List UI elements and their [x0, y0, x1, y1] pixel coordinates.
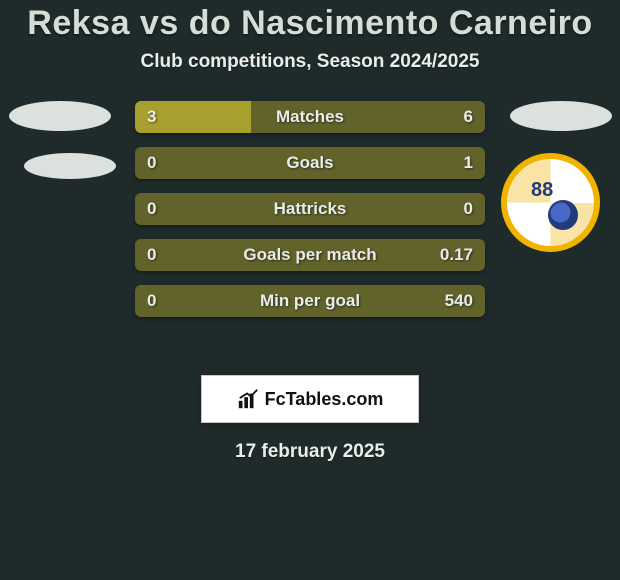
stat-bars: 3 Matches 6 0 Goals 1 0 Hattricks 0 0 Goals per ma…: [135, 101, 485, 331]
bar-right-value: 6: [464, 107, 473, 127]
player-right-ellipse-1: [510, 101, 612, 131]
bar-label: Hattricks: [274, 199, 347, 219]
bar-left-value: 0: [147, 199, 156, 219]
bar-left-value: 0: [147, 291, 156, 311]
bar-left-value: 0: [147, 153, 156, 173]
soccer-ball-icon: [548, 200, 578, 230]
bar-right-value: 0: [464, 199, 473, 219]
page-subtitle: Club competitions, Season 2024/2025: [0, 51, 620, 73]
bar-left-value: 0: [147, 245, 156, 265]
bar-left-value: 3: [147, 107, 156, 127]
bar-label: Matches: [276, 107, 344, 127]
brand-text: FcTables.com: [265, 389, 384, 410]
stat-bar-goals-per-match: 0 Goals per match 0.17: [135, 239, 485, 271]
player-left-ellipse-2: [24, 153, 116, 179]
player-left-ellipse-1: [9, 101, 111, 131]
bar-label: Goals: [286, 153, 333, 173]
header: Reksa vs do Nascimento Carneiro Club com…: [0, 0, 620, 73]
bar-label: Goals per match: [243, 245, 376, 265]
stat-bar-matches: 3 Matches 6: [135, 101, 485, 133]
brand-box[interactable]: FcTables.com: [201, 375, 419, 423]
stat-bar-min-per-goal: 0 Min per goal 540: [135, 285, 485, 317]
page-title: Reksa vs do Nascimento Carneiro: [0, 4, 620, 43]
bar-right-value: 1: [464, 153, 473, 173]
bar-label: Min per goal: [260, 291, 360, 311]
bar-chart-icon: [237, 388, 259, 410]
club-badge: 88: [501, 153, 600, 252]
stage: 88 3 Matches 6 0 Goals 1 0 Hattricks 0 0 Goals per…: [0, 101, 620, 361]
stat-bar-hattricks: 0 Hattricks 0: [135, 193, 485, 225]
bar-right-value: 0.17: [440, 245, 473, 265]
bar-right-value: 540: [445, 291, 473, 311]
club-badge-number: 88: [531, 179, 553, 202]
stat-bar-goals: 0 Goals 1: [135, 147, 485, 179]
date-text: 17 february 2025: [0, 441, 620, 463]
